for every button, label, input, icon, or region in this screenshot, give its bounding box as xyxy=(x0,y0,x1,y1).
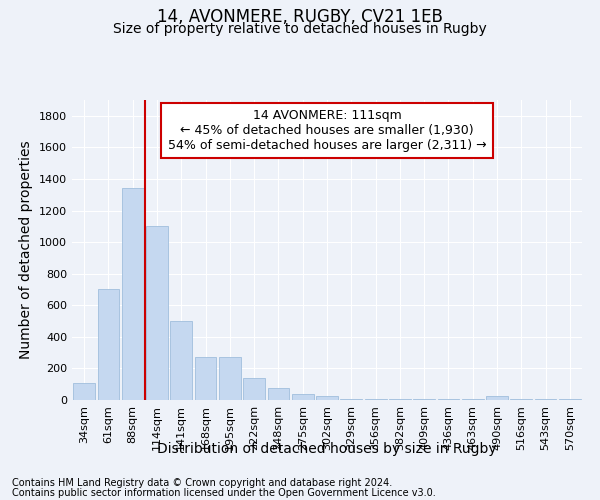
Y-axis label: Number of detached properties: Number of detached properties xyxy=(19,140,34,360)
Bar xyxy=(316,396,338,400)
Bar xyxy=(340,399,362,400)
Bar xyxy=(365,399,386,400)
Bar xyxy=(170,321,192,400)
Bar xyxy=(437,399,460,400)
Text: Contains public sector information licensed under the Open Government Licence v3: Contains public sector information licen… xyxy=(12,488,436,498)
Bar xyxy=(462,399,484,400)
Bar xyxy=(486,396,508,400)
Bar xyxy=(122,188,143,400)
Text: Contains HM Land Registry data © Crown copyright and database right 2024.: Contains HM Land Registry data © Crown c… xyxy=(12,478,392,488)
Bar xyxy=(389,399,411,400)
Bar xyxy=(559,399,581,400)
Text: Distribution of detached houses by size in Rugby: Distribution of detached houses by size … xyxy=(157,442,497,456)
Text: 14, AVONMERE, RUGBY, CV21 1EB: 14, AVONMERE, RUGBY, CV21 1EB xyxy=(157,8,443,26)
Bar xyxy=(219,356,241,400)
Bar xyxy=(268,388,289,400)
Bar xyxy=(292,394,314,400)
Bar xyxy=(511,399,532,400)
Bar xyxy=(243,378,265,400)
Bar xyxy=(146,226,168,400)
Bar xyxy=(97,290,119,400)
Text: 14 AVONMERE: 111sqm
← 45% of detached houses are smaller (1,930)
54% of semi-det: 14 AVONMERE: 111sqm ← 45% of detached ho… xyxy=(167,109,487,152)
Text: Size of property relative to detached houses in Rugby: Size of property relative to detached ho… xyxy=(113,22,487,36)
Bar xyxy=(413,399,435,400)
Bar xyxy=(194,356,217,400)
Bar xyxy=(535,399,556,400)
Bar xyxy=(73,384,95,400)
